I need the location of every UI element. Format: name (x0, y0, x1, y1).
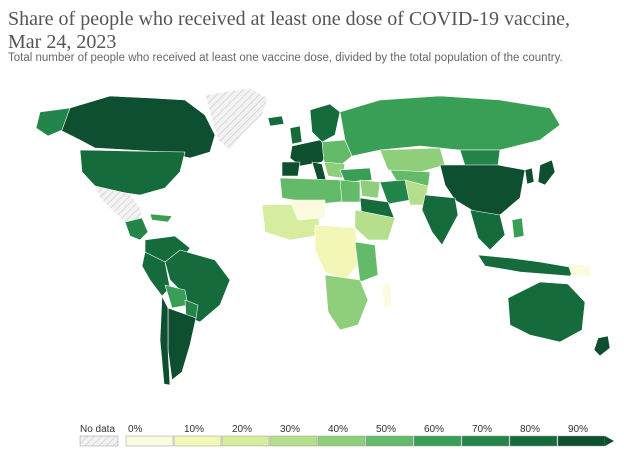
world-map (35, 87, 611, 386)
region-usa[interactable] (79, 149, 186, 196)
region-southeast-asia[interactable] (469, 209, 506, 251)
region-mongolia[interactable] (459, 149, 501, 167)
legend-bin-6[interactable] (413, 435, 462, 447)
region-argentina[interactable] (167, 307, 197, 381)
legend-bin-2[interactable] (221, 435, 270, 447)
region-east-africa[interactable] (354, 241, 379, 283)
region-new-zealand[interactable] (593, 335, 611, 357)
region-eastern-europe[interactable] (321, 139, 353, 167)
region-iraq-syria[interactable] (359, 179, 381, 199)
legend-tick-label: 0% (128, 424, 143, 435)
region-greenland[interactable] (204, 87, 269, 151)
region-kazakhstan[interactable] (379, 147, 446, 173)
legend-bin-4[interactable] (317, 435, 366, 447)
map-title: Share of people who received at least on… (8, 8, 571, 53)
region-scandinavia[interactable] (309, 103, 341, 143)
region-philippines[interactable] (511, 217, 525, 239)
legend-bin-0[interactable] (125, 435, 174, 447)
legend-no-data-swatch (79, 435, 119, 447)
region-southern-africa[interactable] (324, 274, 369, 331)
legend-bin-1[interactable] (173, 435, 222, 447)
map-subtitle: Total number of people who received at l… (8, 52, 563, 64)
legend-bin-3[interactable] (269, 435, 318, 447)
legend-tick-label: 60% (424, 424, 444, 435)
legend-tick-label: 90% (568, 424, 588, 435)
legend-tick-label: 20% (232, 424, 252, 435)
legend-tick-label: 70% (472, 424, 492, 435)
legend-tick-label: 30% (280, 424, 300, 435)
legend-no-data-label: No data (80, 424, 115, 435)
region-western-europe[interactable] (289, 139, 331, 167)
region-korea[interactable] (524, 167, 535, 185)
legend-bin-7[interactable] (461, 435, 510, 447)
legend-tick-label: 40% (328, 424, 348, 435)
region-balkans[interactable] (323, 161, 346, 179)
region-japan[interactable] (537, 159, 556, 186)
region-chile[interactable] (159, 295, 171, 386)
map-legend: No data 0% 10% 20% 30% 40% 50% 60% 70% 80% 90% (79, 424, 614, 447)
region-central-america[interactable] (124, 217, 149, 241)
region-canada[interactable] (59, 95, 216, 159)
region-india[interactable] (421, 194, 459, 246)
region-caribbean[interactable] (149, 213, 173, 223)
region-indonesia[interactable] (477, 254, 576, 277)
legend-bin-8[interactable] (509, 435, 558, 447)
legend-bin-5[interactable] (365, 435, 414, 447)
legend-bin-9[interactable] (557, 435, 606, 447)
region-iberia[interactable] (281, 161, 301, 177)
legend-arrow (605, 436, 614, 446)
region-png[interactable] (567, 263, 593, 277)
region-russia[interactable] (339, 95, 561, 157)
region-iceland[interactable] (267, 115, 285, 127)
region-egypt[interactable] (339, 179, 361, 203)
region-uk[interactable] (289, 125, 303, 145)
region-sahel[interactable] (289, 199, 326, 221)
region-australia[interactable] (507, 281, 586, 343)
region-alaska[interactable] (35, 107, 71, 137)
legend-tick-label: 80% (520, 424, 540, 435)
region-turkey[interactable] (339, 167, 373, 183)
region-central-africa[interactable] (314, 224, 361, 281)
region-ethiopia-horn[interactable] (354, 209, 396, 241)
legend-tick-label: 10% (184, 424, 204, 435)
legend-tick-label: 50% (376, 424, 396, 435)
region-madagascar[interactable] (381, 282, 393, 309)
